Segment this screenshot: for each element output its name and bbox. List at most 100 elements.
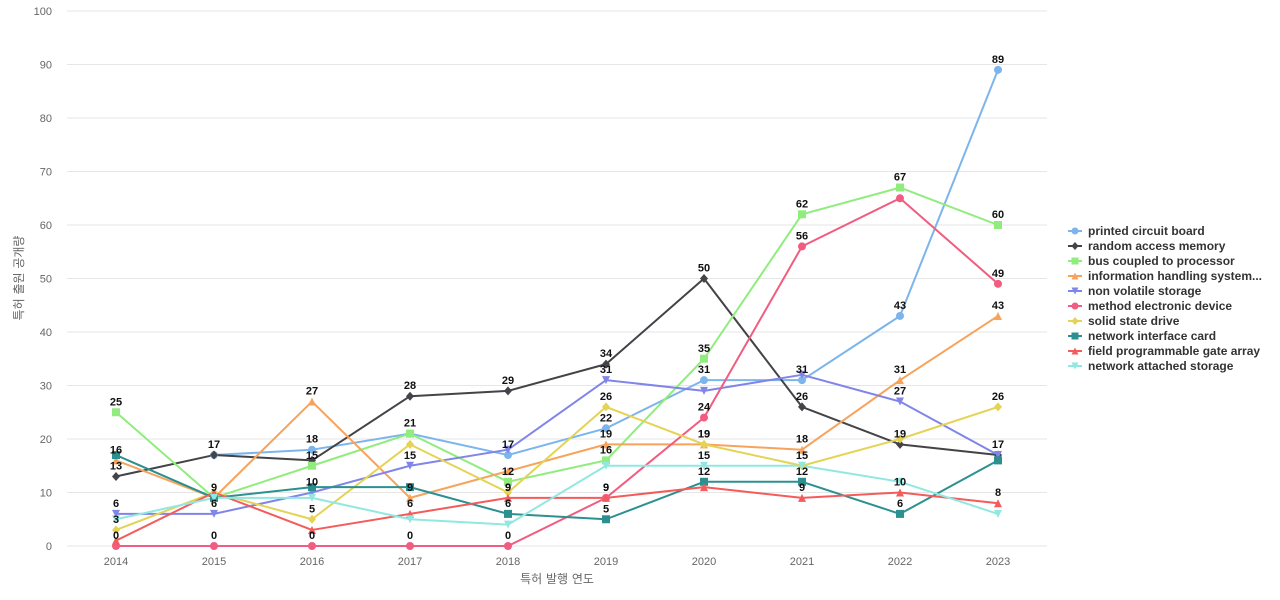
data-point[interactable]: [112, 515, 120, 524]
data-point[interactable]: [406, 542, 414, 550]
data-point[interactable]: [896, 311, 904, 320]
data-point[interactable]: [112, 456, 120, 465]
series-line-9[interactable]: [115, 486, 999, 542]
data-point[interactable]: [112, 525, 120, 535]
data-point[interactable]: [308, 493, 316, 502]
data-point[interactable]: [798, 370, 806, 379]
legend-marker[interactable]: [1071, 257, 1079, 265]
data-point[interactable]: [210, 493, 218, 502]
data-point[interactable]: [602, 461, 610, 470]
legend-item[interactable]: information handling system...: [1068, 269, 1262, 283]
series-line-4[interactable]: [115, 315, 999, 499]
data-point[interactable]: [406, 461, 414, 470]
series-line-8[interactable]: [115, 454, 999, 521]
data-point[interactable]: [504, 467, 512, 476]
data-point[interactable]: [504, 386, 512, 396]
data-point[interactable]: [798, 445, 806, 454]
data-point[interactable]: [896, 434, 904, 444]
data-point[interactable]: [504, 520, 512, 529]
legend-marker[interactable]: [1071, 227, 1079, 235]
legend-marker[interactable]: [1071, 242, 1079, 250]
data-point[interactable]: [112, 408, 120, 417]
legend-item[interactable]: bus coupled to processor: [1068, 254, 1235, 268]
data-point[interactable]: [504, 477, 512, 486]
data-point[interactable]: [700, 376, 708, 385]
data-point[interactable]: [994, 311, 1002, 320]
data-point[interactable]: [210, 450, 218, 460]
legend-marker[interactable]: [1071, 302, 1079, 310]
data-point[interactable]: [112, 509, 120, 518]
data-point[interactable]: [112, 536, 120, 545]
data-point[interactable]: [602, 376, 610, 385]
data-point[interactable]: [994, 499, 1002, 508]
data-point[interactable]: [210, 509, 218, 518]
data-point[interactable]: [210, 542, 218, 550]
data-point[interactable]: [896, 509, 904, 518]
data-point[interactable]: [504, 451, 512, 460]
data-point[interactable]: [798, 210, 806, 219]
legend-item[interactable]: solid state drive: [1068, 314, 1180, 328]
data-point[interactable]: [700, 477, 708, 486]
data-point[interactable]: [406, 483, 414, 492]
data-point[interactable]: [602, 440, 610, 449]
data-point[interactable]: [896, 488, 904, 497]
data-point[interactable]: [896, 439, 904, 449]
data-point[interactable]: [798, 376, 806, 385]
series-line-2[interactable]: [115, 277, 999, 478]
data-point[interactable]: [700, 461, 708, 470]
data-point[interactable]: [700, 483, 708, 492]
data-point[interactable]: [602, 493, 610, 502]
data-point[interactable]: [504, 445, 512, 454]
legend-item[interactable]: non volatile storage: [1068, 284, 1202, 298]
series-line-6[interactable]: [116, 197, 999, 547]
data-point[interactable]: [700, 413, 708, 422]
data-point[interactable]: [896, 477, 904, 486]
legend-item[interactable]: random access memory: [1068, 239, 1226, 253]
legend-marker[interactable]: [1071, 347, 1079, 355]
legend-item[interactable]: method electronic device: [1068, 299, 1232, 313]
data-point[interactable]: [994, 65, 1002, 74]
legend-marker[interactable]: [1071, 317, 1079, 325]
data-point[interactable]: [700, 386, 708, 395]
data-point[interactable]: [112, 471, 120, 481]
data-point[interactable]: [798, 402, 806, 412]
data-point[interactable]: [308, 514, 316, 524]
data-point[interactable]: [798, 242, 806, 251]
legend-item[interactable]: network attached storage: [1068, 359, 1234, 373]
series-line-7[interactable]: [115, 405, 999, 531]
data-point[interactable]: [504, 542, 512, 550]
data-point[interactable]: [112, 451, 120, 460]
data-point[interactable]: [994, 279, 1002, 288]
legend-marker[interactable]: [1071, 362, 1079, 370]
data-point[interactable]: [700, 274, 708, 283]
legend-marker[interactable]: [1071, 332, 1079, 340]
data-point[interactable]: [994, 456, 1002, 465]
legend-marker[interactable]: [1071, 272, 1079, 280]
series-line-3[interactable]: [115, 186, 999, 499]
data-point[interactable]: [308, 461, 316, 470]
data-point[interactable]: [308, 525, 316, 534]
series-line-10[interactable]: [115, 464, 999, 526]
data-point[interactable]: [504, 509, 512, 518]
data-point[interactable]: [896, 397, 904, 406]
data-point[interactable]: [406, 391, 414, 401]
data-point[interactable]: [994, 451, 1002, 460]
data-point[interactable]: [994, 402, 1002, 412]
data-point[interactable]: [406, 515, 414, 524]
data-point[interactable]: [308, 542, 316, 550]
data-point[interactable]: [798, 493, 806, 502]
data-point[interactable]: [798, 461, 806, 470]
data-point[interactable]: [994, 509, 1002, 518]
data-point[interactable]: [896, 183, 904, 192]
series-line-5[interactable]: [116, 373, 999, 515]
data-point[interactable]: [602, 359, 610, 369]
data-point[interactable]: [406, 493, 414, 502]
data-point[interactable]: [700, 439, 708, 449]
legend-item[interactable]: printed circuit board: [1068, 224, 1205, 238]
data-point[interactable]: [308, 483, 316, 492]
data-point[interactable]: [308, 397, 316, 406]
data-point[interactable]: [994, 221, 1002, 229]
data-point[interactable]: [406, 429, 414, 438]
data-point[interactable]: [504, 493, 512, 502]
